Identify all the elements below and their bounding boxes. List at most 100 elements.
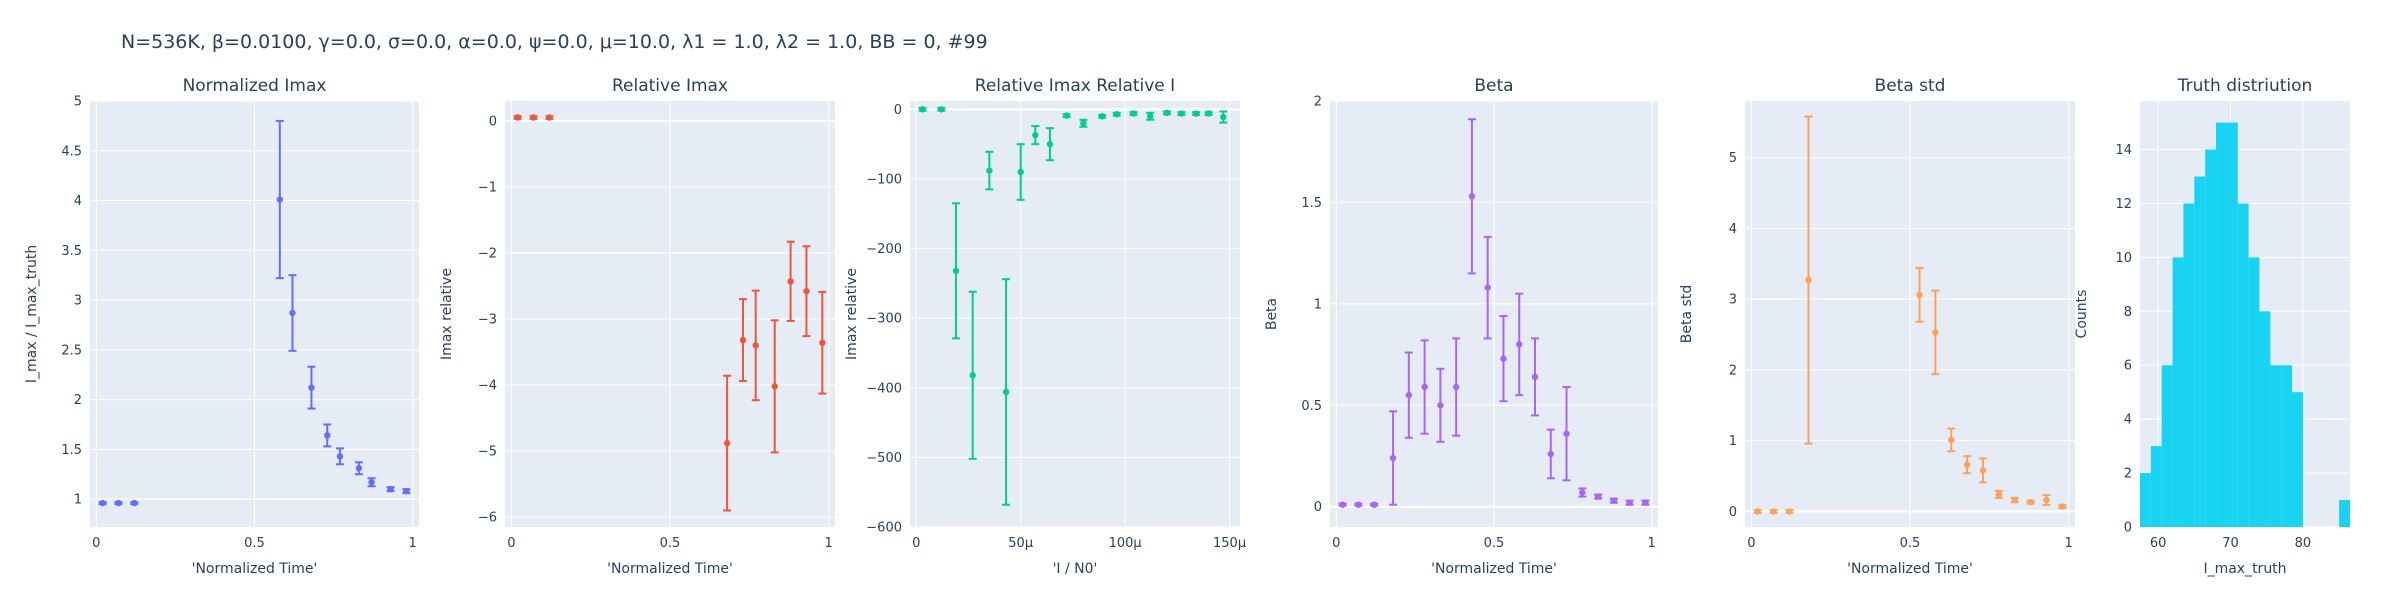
histogram-bar xyxy=(2270,365,2282,527)
x-axis-label: 'Normalized Time' xyxy=(1431,561,1557,577)
data-point xyxy=(739,336,747,344)
data-point xyxy=(1642,499,1649,506)
y-tick-label: 2 xyxy=(1729,363,1737,378)
y-tick-label: 5 xyxy=(74,95,82,110)
histogram-bar xyxy=(2172,257,2184,527)
data-point xyxy=(1178,110,1185,117)
subplot-title: Relative Imax xyxy=(612,76,728,96)
x-axis-label: I_max_truth xyxy=(2203,561,2286,577)
data-point xyxy=(1370,501,1378,508)
data-point xyxy=(1046,140,1054,148)
histogram-bar xyxy=(2248,257,2260,527)
x-axis-label: 'Normalized Time' xyxy=(1847,561,1973,577)
x-tick-label: 70 xyxy=(2222,536,2239,551)
y-tick-label: −4 xyxy=(478,379,497,394)
data-point xyxy=(324,432,331,439)
data-point xyxy=(1547,450,1554,458)
y-axis-label: Imax relative xyxy=(439,268,455,360)
x-tick-label: 1 xyxy=(2065,536,2073,551)
data-point xyxy=(1220,113,1227,121)
y-tick-label: 1.5 xyxy=(61,443,82,458)
y-axis-label: Counts xyxy=(2074,290,2090,339)
x-tick-label: 0 xyxy=(92,536,100,551)
y-tick-label: 0 xyxy=(2124,521,2132,536)
data-point xyxy=(1017,168,1024,176)
subplot-title: Normalized Imax xyxy=(183,76,327,96)
y-tick-label: 8 xyxy=(2124,305,2132,320)
data-point xyxy=(2059,503,2066,510)
data-point xyxy=(1421,383,1428,391)
y-tick-label: 4 xyxy=(74,194,82,209)
data-point xyxy=(1163,109,1171,117)
y-tick-label: 1 xyxy=(1729,434,1737,449)
data-point xyxy=(403,487,410,495)
histogram-bar xyxy=(2161,365,2173,527)
x-tick-label: 60 xyxy=(2150,536,2167,551)
subplot-6: 60 70 80 0 2 4 6 8 10 12 14 Truth distriution I_max_… xyxy=(2074,76,2350,577)
data-point xyxy=(289,309,296,317)
histogram-bar xyxy=(2292,392,2303,527)
data-point xyxy=(387,485,394,493)
y-tick-label: 0.5 xyxy=(1301,399,1322,414)
data-point xyxy=(1579,489,1586,496)
subplot-title: Truth distriution xyxy=(2177,76,2313,96)
data-point xyxy=(2011,496,2018,504)
y-axis-label: Imax relative xyxy=(844,268,860,360)
y-tick-label: 4 xyxy=(1729,222,1737,237)
data-point xyxy=(771,383,778,390)
x-tick-label: 0 xyxy=(507,536,515,551)
data-point xyxy=(1192,110,1200,117)
histogram-bar xyxy=(2216,122,2227,528)
data-point xyxy=(1355,501,1362,508)
y-tick-label: 0 xyxy=(1314,500,1322,515)
subplot-3: 0 50μ 100μ 150μ 0 −100 −200 −300 −400 −500 −600 Rel… xyxy=(844,76,1246,577)
data-point xyxy=(1786,508,1793,515)
data-point xyxy=(938,106,945,113)
y-tick-label: 3.5 xyxy=(61,244,82,259)
y-tick-label: −200 xyxy=(866,242,902,257)
data-point xyxy=(1339,501,1346,508)
data-point xyxy=(1063,112,1070,119)
data-point xyxy=(1389,454,1397,462)
y-tick-label: −400 xyxy=(866,381,902,396)
y-tick-label: 0 xyxy=(1729,505,1737,520)
y-tick-label: 0 xyxy=(489,114,497,129)
x-axis-label: 'Normalized Time' xyxy=(192,561,318,577)
data-point xyxy=(355,465,363,472)
data-point xyxy=(919,106,926,113)
x-tick-label: 1 xyxy=(409,536,417,551)
x-tick-label: 80 xyxy=(2295,536,2312,551)
y-tick-label: 5 xyxy=(1729,151,1737,166)
data-point xyxy=(1805,276,1812,284)
plot-background xyxy=(910,101,1240,527)
subplot-title: Beta std xyxy=(1875,76,1946,96)
data-point xyxy=(1610,497,1618,504)
x-tick-label: 1 xyxy=(825,536,833,551)
histogram-bar xyxy=(2205,149,2217,527)
data-point xyxy=(1098,113,1106,120)
data-point xyxy=(819,339,826,346)
data-point xyxy=(1963,461,1971,468)
y-tick-label: 14 xyxy=(2115,143,2132,158)
histogram-bar xyxy=(2237,203,2249,528)
data-point xyxy=(787,278,794,285)
x-tick-label: 0.5 xyxy=(660,536,681,551)
data-point xyxy=(1948,436,1955,444)
data-point xyxy=(2027,499,2034,506)
data-point xyxy=(2043,496,2050,504)
data-point xyxy=(131,499,138,507)
data-point xyxy=(1932,329,1939,336)
data-point xyxy=(1770,508,1777,515)
data-point xyxy=(1995,491,2003,498)
histogram-bar xyxy=(2226,122,2238,528)
data-point xyxy=(1146,113,1154,120)
histogram-bar xyxy=(2281,365,2293,527)
data-point xyxy=(1531,373,1539,381)
subplot-title: Beta xyxy=(1474,76,1513,96)
data-point xyxy=(1754,508,1761,515)
data-point xyxy=(115,499,122,507)
y-tick-label: 2.5 xyxy=(61,343,82,358)
data-point xyxy=(752,342,759,349)
subplot-title: Relative Imax Relative I xyxy=(975,76,1175,96)
x-tick-label: 0.5 xyxy=(1900,536,1921,551)
